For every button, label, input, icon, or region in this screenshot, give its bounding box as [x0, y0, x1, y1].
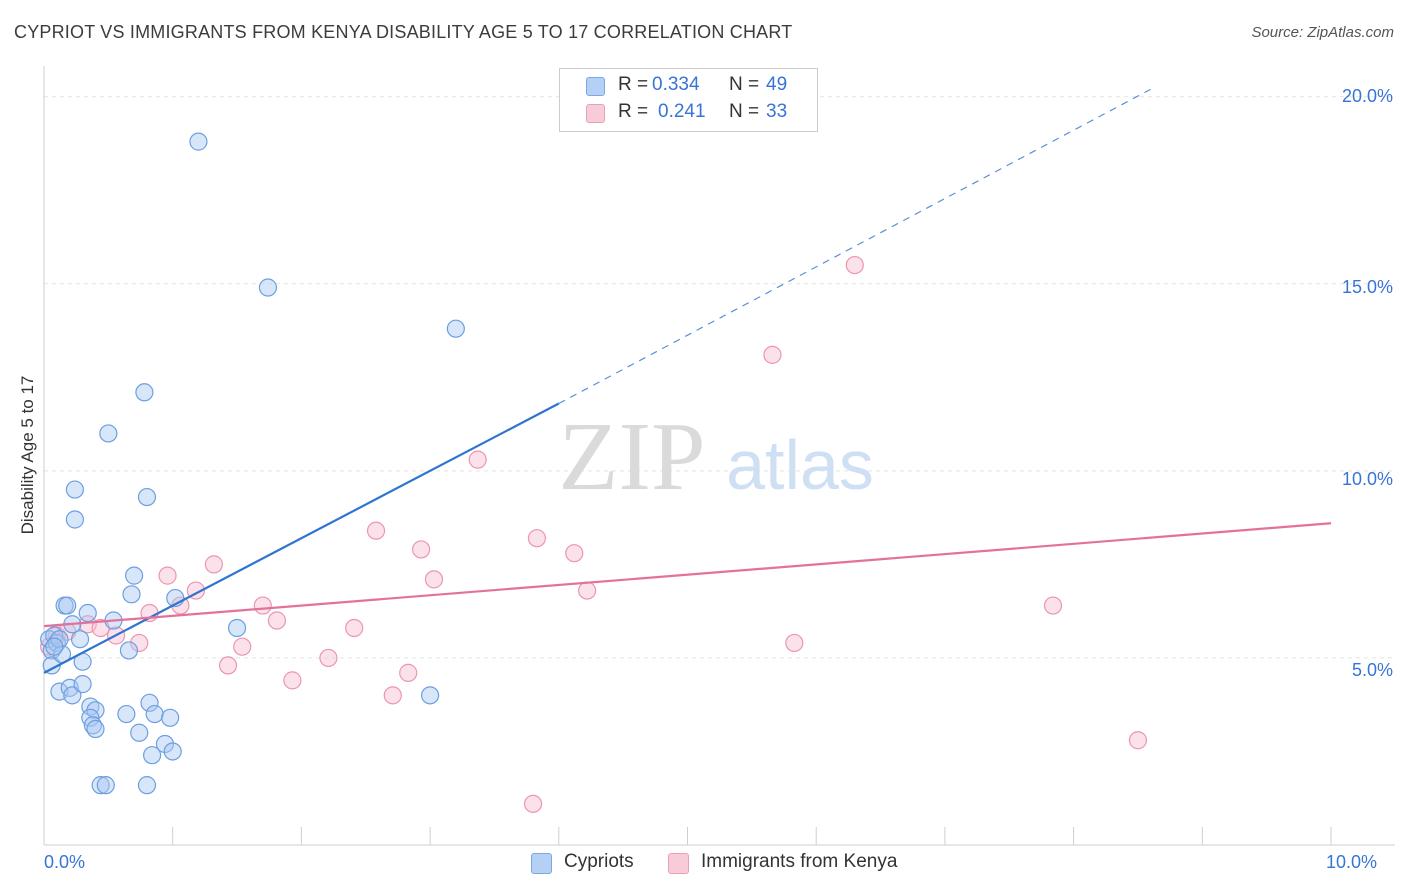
legend-n-label: N =: [729, 101, 760, 122]
watermark-atlas: atlas: [726, 426, 874, 504]
legend-n-value: 33: [766, 101, 788, 122]
kenya-point: [253, 596, 272, 615]
trend-lines: [43, 88, 1332, 674]
kenya-point: [468, 450, 487, 469]
legend-series-name: Immigrants from Kenya: [701, 851, 898, 872]
legend-r-label: R =: [618, 101, 649, 122]
legend-swatch-blue: [586, 77, 605, 96]
y-axis-label: Disability Age 5 to 17: [18, 375, 37, 535]
kenya-point: [319, 648, 338, 668]
legend-n-value: 49: [766, 74, 788, 95]
y-tick-label-5: 5.0%: [1351, 660, 1393, 680]
cypriot-point: [227, 618, 247, 638]
cypriot-point: [155, 734, 175, 754]
kenya-point: [763, 345, 782, 364]
kenya-point: [527, 529, 547, 548]
cypriot-point: [161, 708, 180, 727]
legend-n-label: N =: [729, 74, 760, 95]
kenya-point: [411, 540, 431, 559]
y-tick-label-20: 20.0%: [1341, 86, 1393, 106]
legend-swatch-pink: [586, 104, 605, 123]
kenya-point: [218, 656, 238, 675]
kenya-point: [204, 555, 223, 574]
legend-series-name: Cypriots: [564, 851, 634, 872]
y-tick-label-15: 15.0%: [1341, 277, 1393, 297]
cypriot-point: [258, 278, 278, 297]
cypriot-point: [81, 708, 100, 727]
kenya-point: [565, 544, 584, 563]
legend-r-value: 0.334: [652, 74, 700, 95]
x-tick-label-max: 10.0%: [1326, 852, 1378, 872]
cypriot-point: [45, 637, 64, 656]
cypriot-point: [78, 603, 97, 623]
source-label: Source: ZipAtlas.com: [1251, 24, 1394, 41]
axes: [43, 66, 1395, 846]
kenya-point: [130, 633, 149, 653]
cypriot-point: [140, 693, 159, 712]
legend-swatch-blue: [531, 853, 552, 874]
kenya-point: [523, 794, 543, 813]
cypriot-point: [135, 383, 154, 402]
x-tick-label-min: 0.0%: [44, 852, 86, 872]
correlation-legend: R = 0.334 N = 49 R = 0.241 N = 33: [559, 68, 818, 132]
kenya-point: [1128, 731, 1148, 750]
legend-swatch-pink: [668, 853, 689, 874]
cypriots-trend-extension: [558, 88, 1152, 405]
cypriot-point: [189, 132, 208, 151]
cypriot-point: [145, 704, 164, 724]
cypriot-point: [122, 585, 141, 604]
grid-lines: [44, 96, 1395, 659]
kenya-point: [366, 521, 386, 540]
kenya-point: [399, 663, 418, 682]
cypriot-point: [65, 510, 84, 529]
series-immigrants-from-kenya-points: [40, 255, 1148, 813]
kenya-point: [383, 686, 402, 705]
cypriots-trend-line: [43, 402, 560, 674]
cypriot-point: [96, 776, 115, 795]
kenya-point: [1043, 596, 1063, 615]
kenya-point: [158, 566, 177, 585]
legend-r-value: 0.241: [658, 101, 706, 122]
chart-title: CYPRIOT VS IMMIGRANTS FROM KENYA DISABIL…: [14, 22, 793, 42]
kenya-trend-line: [43, 522, 1332, 628]
series-cypriots-points: [40, 132, 465, 795]
cypriot-point: [163, 742, 182, 761]
cypriot-point: [137, 776, 157, 795]
cypriot-point: [446, 319, 465, 338]
cypriot-point: [70, 630, 90, 649]
y-tick-label-10: 10.0%: [1341, 469, 1393, 489]
kenya-point: [424, 570, 444, 589]
kenya-point: [233, 637, 252, 656]
cypriot-point: [130, 723, 149, 742]
cypriot-point: [421, 686, 440, 705]
kenya-point: [845, 255, 864, 275]
cypriot-point: [124, 566, 144, 585]
watermark-zip: ZIP: [559, 403, 706, 511]
cypriot-point: [58, 596, 77, 615]
kenya-point: [283, 671, 302, 690]
kenya-point: [345, 618, 364, 638]
cypriot-point: [63, 686, 82, 705]
cypriot-point: [137, 487, 157, 507]
kenya-point: [785, 633, 804, 653]
cypriot-point: [119, 641, 139, 660]
legend-r-label: R =: [618, 74, 649, 95]
cypriot-point: [143, 746, 162, 765]
cypriot-point: [117, 704, 136, 724]
cypriot-point: [73, 675, 92, 694]
kenya-point: [267, 611, 287, 630]
watermark: ZIP atlas: [559, 403, 874, 511]
cypriot-point: [86, 719, 105, 739]
cypriot-point: [91, 776, 110, 795]
cypriot-point: [65, 480, 84, 499]
cypriot-point: [99, 424, 118, 443]
kenya-point: [578, 581, 597, 600]
